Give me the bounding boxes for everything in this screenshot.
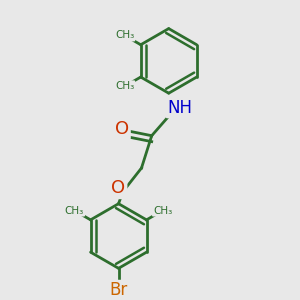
Text: O: O bbox=[112, 179, 126, 197]
Text: O: O bbox=[115, 120, 129, 138]
Text: NH: NH bbox=[167, 99, 192, 117]
Text: CH₃: CH₃ bbox=[65, 206, 84, 215]
Text: Br: Br bbox=[110, 281, 128, 299]
Text: CH₃: CH₃ bbox=[115, 81, 134, 92]
Text: CH₃: CH₃ bbox=[153, 206, 172, 215]
Text: CH₃: CH₃ bbox=[115, 30, 134, 40]
